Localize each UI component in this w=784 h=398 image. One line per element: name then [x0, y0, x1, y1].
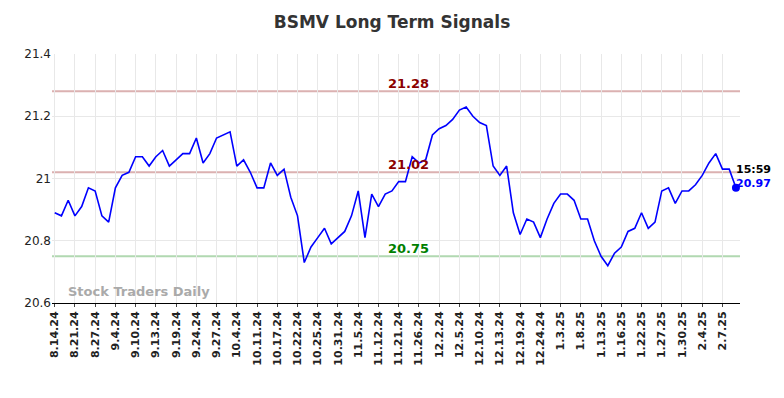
svg-text:1.13.25: 1.13.25 — [595, 311, 608, 358]
svg-text:20.75: 20.75 — [388, 241, 429, 256]
svg-text:9.19.24: 9.19.24 — [170, 311, 183, 358]
svg-text:21.02: 21.02 — [388, 157, 429, 172]
svg-text:21.28: 21.28 — [388, 76, 429, 91]
svg-text:8.14.24: 8.14.24 — [48, 311, 61, 358]
svg-text:15:59: 15:59 — [736, 163, 771, 176]
svg-text:20.97: 20.97 — [736, 177, 771, 190]
svg-text:10.22.24: 10.22.24 — [291, 311, 304, 366]
svg-text:9.13.24: 9.13.24 — [149, 311, 162, 358]
svg-text:2.4.25: 2.4.25 — [696, 311, 709, 350]
svg-text:2.7.25: 2.7.25 — [716, 311, 729, 350]
svg-text:Stock Traders Daily: Stock Traders Daily — [68, 284, 210, 299]
svg-text:11.5.24: 11.5.24 — [352, 311, 365, 358]
svg-text:BSMV Long Term Signals: BSMV Long Term Signals — [274, 12, 511, 32]
svg-text:9.27.24: 9.27.24 — [210, 311, 223, 358]
svg-text:12.10.24: 12.10.24 — [473, 311, 486, 366]
svg-text:12.24.24: 12.24.24 — [534, 311, 547, 366]
svg-text:9.24.24: 9.24.24 — [190, 311, 203, 358]
svg-text:10.11.24: 10.11.24 — [251, 311, 264, 366]
svg-text:10.25.24: 10.25.24 — [311, 311, 324, 366]
svg-text:10.4.24: 10.4.24 — [230, 311, 243, 358]
svg-text:1.30.25: 1.30.25 — [676, 311, 689, 358]
svg-text:11.26.24: 11.26.24 — [413, 311, 426, 366]
svg-text:21: 21 — [36, 172, 51, 186]
svg-text:9.10.24: 9.10.24 — [129, 311, 142, 358]
svg-text:8.27.24: 8.27.24 — [89, 311, 102, 358]
svg-text:12.19.24: 12.19.24 — [514, 311, 527, 366]
svg-text:1.22.25: 1.22.25 — [635, 311, 648, 358]
svg-text:11.12.24: 11.12.24 — [372, 311, 385, 366]
svg-text:11.21.24: 11.21.24 — [392, 311, 405, 366]
svg-text:1.16.25: 1.16.25 — [615, 311, 628, 358]
svg-text:12.5.24: 12.5.24 — [453, 311, 466, 358]
svg-text:10.31.24: 10.31.24 — [332, 311, 345, 366]
svg-text:9.4.24: 9.4.24 — [109, 311, 122, 350]
svg-text:12.13.24: 12.13.24 — [493, 311, 506, 366]
svg-text:1.3.25: 1.3.25 — [554, 311, 567, 350]
svg-text:10.17.24: 10.17.24 — [271, 311, 284, 366]
svg-text:1.8.25: 1.8.25 — [574, 311, 587, 350]
svg-text:20.6: 20.6 — [24, 296, 51, 310]
svg-text:21.4: 21.4 — [24, 47, 51, 61]
svg-text:8.21.24: 8.21.24 — [69, 311, 82, 358]
svg-text:1.27.25: 1.27.25 — [655, 311, 668, 358]
svg-text:21.2: 21.2 — [24, 109, 51, 123]
svg-text:20.8: 20.8 — [24, 234, 51, 248]
svg-text:12.2.24: 12.2.24 — [433, 311, 446, 358]
